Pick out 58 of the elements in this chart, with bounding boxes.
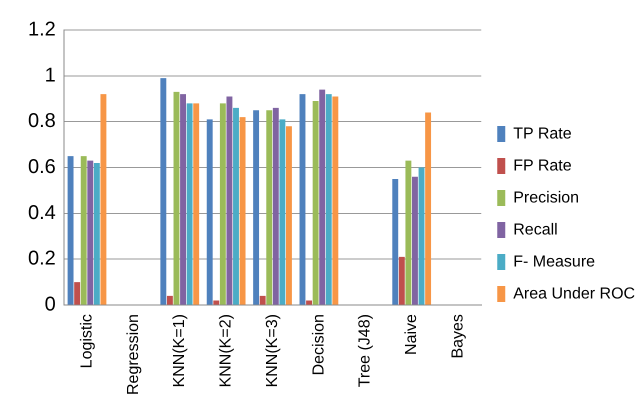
bar bbox=[100, 94, 106, 305]
bar bbox=[160, 78, 166, 305]
y-tick-label: 0.6 bbox=[28, 156, 56, 178]
bar bbox=[425, 112, 432, 305]
y-tick-label: 0 bbox=[44, 294, 56, 316]
x-tick-label: Logistic bbox=[78, 314, 96, 368]
legend-label: Precision bbox=[513, 189, 580, 206]
x-tick-label: Tree (J48) bbox=[356, 314, 374, 388]
bar bbox=[392, 178, 398, 305]
bar bbox=[80, 156, 87, 305]
bar bbox=[166, 296, 173, 305]
bar bbox=[240, 117, 246, 305]
y-tick-label: 0.8 bbox=[28, 110, 56, 132]
bar bbox=[74, 282, 80, 305]
x-tick-label: Bayes bbox=[449, 314, 466, 359]
bar bbox=[186, 103, 193, 305]
bar bbox=[326, 94, 332, 305]
bar bbox=[260, 296, 266, 305]
bar bbox=[418, 168, 424, 305]
legend-label: FP Rate bbox=[513, 157, 572, 174]
bar bbox=[272, 108, 279, 305]
bar bbox=[398, 256, 405, 305]
bar bbox=[226, 96, 232, 305]
x-tick-label: Decision bbox=[310, 314, 328, 376]
bar bbox=[213, 300, 220, 305]
y-tick-label: 1.2 bbox=[28, 18, 56, 41]
bar bbox=[412, 176, 418, 305]
x-tick-label: Regression bbox=[124, 314, 142, 396]
bar bbox=[286, 126, 292, 305]
legend-label: Area Under ROC bbox=[513, 285, 636, 302]
x-tick-label: Naive bbox=[403, 314, 420, 355]
bar bbox=[174, 92, 180, 305]
bar bbox=[266, 110, 272, 305]
bar bbox=[279, 119, 286, 305]
bar bbox=[206, 119, 213, 305]
legend-label: TP Rate bbox=[513, 125, 572, 142]
bar bbox=[300, 94, 306, 305]
y-tick-label: 0.4 bbox=[28, 202, 56, 224]
bar bbox=[306, 300, 312, 305]
bar bbox=[319, 90, 326, 305]
x-tick-label: KNN(K=1) bbox=[171, 314, 188, 388]
bar bbox=[180, 94, 186, 305]
legend-label: F- Measure bbox=[513, 253, 596, 270]
bar bbox=[87, 160, 94, 305]
bar bbox=[253, 110, 260, 305]
bar bbox=[233, 108, 239, 305]
x-tick-label: KNN(K=2) bbox=[218, 314, 235, 388]
bar bbox=[68, 156, 74, 305]
x-tick-label: KNN(K=3) bbox=[264, 314, 281, 388]
bar bbox=[332, 96, 338, 305]
y-tick-label: 1 bbox=[44, 64, 56, 86]
y-tick-label: 0.2 bbox=[28, 248, 56, 270]
bar bbox=[94, 162, 100, 305]
legend-label: Recall bbox=[513, 221, 558, 238]
bar bbox=[312, 101, 319, 305]
bar bbox=[193, 103, 200, 305]
bar bbox=[405, 160, 412, 305]
bar bbox=[220, 103, 226, 305]
